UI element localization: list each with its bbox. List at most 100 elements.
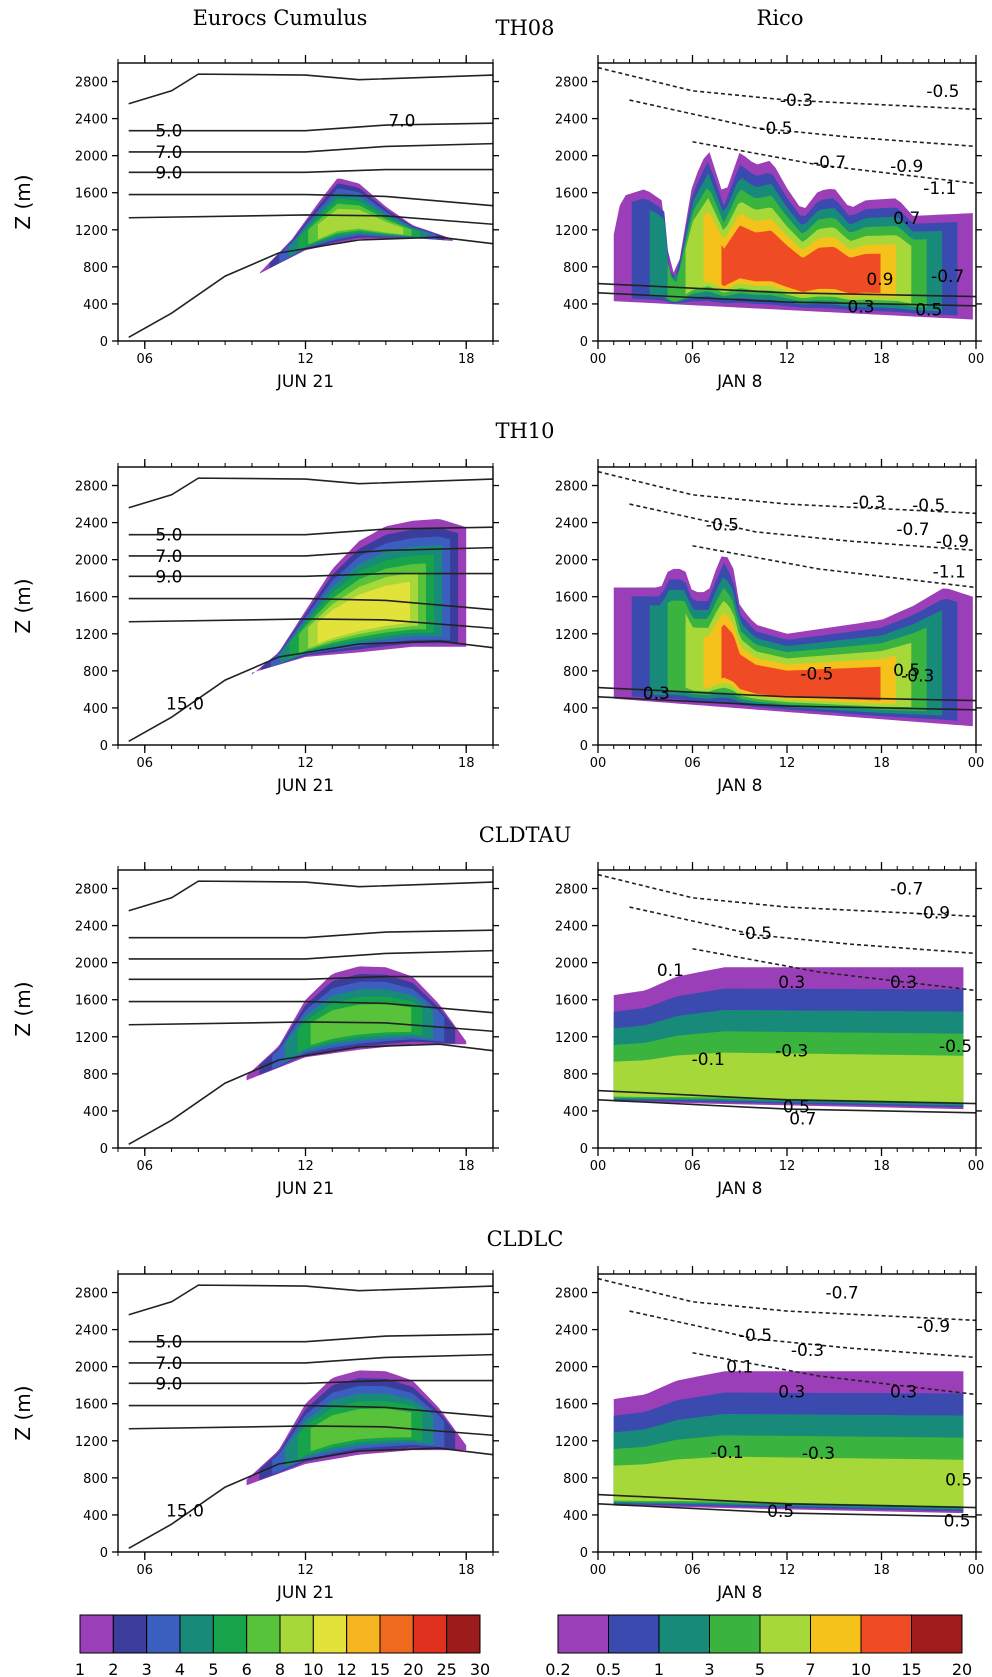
chart-panel-6: 5.07.09.0 15.0 0 400 800 1200 1600 2000 2400 2800…: [11, 1266, 499, 1603]
chart-panel-7: -0.7 -0.9 -0.5 -0.3 0.1 0.3 0.3 -0.1 -0.3 0.5 0.5 0…: [555, 1266, 984, 1603]
x-tick-label: 06: [684, 1563, 701, 1578]
colorbar-label: 3: [704, 1660, 714, 1677]
contour-label: -0.3: [775, 1042, 808, 1062]
contour-label: 5.0: [155, 1333, 182, 1353]
contour-label: 0.5: [783, 1097, 810, 1117]
contour-label: 7.0: [155, 143, 182, 163]
chart-panel-0: 5.07.09.07.00400800120016002000240028000…: [11, 55, 499, 392]
cloud-band-6: [721, 624, 881, 701]
cloud-band-7: [317, 581, 410, 644]
y-tick-label: 2800: [555, 76, 588, 91]
x-tick-label: 00: [590, 1563, 607, 1578]
contour-line: [128, 73, 493, 105]
contour-line: [629, 1310, 976, 1359]
y-tick-label: 2800: [75, 76, 108, 91]
contour-line: [128, 526, 493, 536]
colorbar-label: 20: [403, 1660, 423, 1677]
y-tick-label: 0: [580, 739, 588, 754]
colorbar-right: 0.2 0.5 1 3 5 7 10 15 20: [545, 1614, 972, 1677]
contour-line: [128, 168, 493, 174]
x-date-label: JUN 21: [276, 1179, 334, 1199]
y-tick-label: 1200: [555, 628, 588, 643]
contour-label: -0.5: [926, 82, 959, 102]
contour-line: [128, 1404, 493, 1418]
contour-line: [128, 597, 493, 611]
contour-line: [128, 1043, 493, 1145]
colorbar-cell: [279, 1614, 314, 1654]
y-tick-label: 1600: [555, 994, 588, 1009]
contour-label: -0.5: [939, 1037, 972, 1057]
contour-label: 9.0: [155, 163, 182, 183]
colorbar-label: 25: [436, 1660, 456, 1677]
chart-panel-2: 5.07.09.0 15.0 0 400 800 1200 1600 2000 2400 2800…: [11, 459, 499, 796]
contour-line: [128, 477, 493, 509]
contour-label: -0.5: [739, 1326, 772, 1346]
y-tick-label: 2400: [555, 517, 588, 532]
x-tick-label: 18: [458, 1159, 475, 1174]
x-date-label: JUN 21: [276, 776, 334, 796]
contour-label: -0.7: [826, 1284, 859, 1304]
plot-area: [598, 470, 976, 727]
x-tick-label: 12: [779, 352, 796, 367]
contour-label: -0.3: [802, 1444, 835, 1464]
contour-label: -0.7: [931, 267, 964, 287]
contour-line: [128, 1447, 493, 1549]
y-tick-label: 0: [580, 335, 588, 350]
contour-line: [598, 686, 976, 702]
y-tick-label: 800: [563, 1068, 588, 1083]
colorbar-label: 3: [142, 1660, 152, 1677]
colorbar-cell: [312, 1614, 348, 1654]
y-tick-label: 800: [83, 1472, 108, 1487]
y-axis-label: Z (m): [11, 174, 35, 229]
plot-area: [598, 66, 976, 320]
contour-line: [128, 572, 493, 578]
y-tick-label: 800: [563, 261, 588, 276]
y-tick-label: 400: [83, 1105, 108, 1120]
y-tick-label: 0: [100, 1142, 108, 1157]
colorbar-cell: [212, 1614, 248, 1654]
y-tick-label: 2400: [75, 517, 108, 532]
x-tick-label: 06: [137, 1159, 154, 1174]
y-tick-label: 1200: [75, 628, 108, 643]
colorbar-cell: [146, 1614, 181, 1654]
contour-label: 0.1: [657, 961, 684, 981]
x-tick-label: 06: [137, 1563, 154, 1578]
y-tick-label: 2400: [75, 1324, 108, 1339]
colorbar-label: 20: [952, 1660, 972, 1677]
y-tick-label: 2800: [555, 1287, 588, 1302]
contour-line: [128, 546, 493, 557]
contour-line: [128, 236, 493, 338]
plot-frame: [117, 62, 494, 342]
y-tick-label: 0: [580, 1546, 588, 1561]
row-title-th10: TH10: [495, 419, 555, 443]
contour-line: [598, 1493, 976, 1509]
x-tick-label: 18: [873, 352, 890, 367]
contour-label: -0.7: [813, 153, 846, 173]
y-tick-label: 1600: [75, 591, 108, 606]
contour-line: [128, 618, 493, 630]
y-tick-label: 1200: [75, 224, 108, 239]
contour-line: [128, 1000, 493, 1014]
y-tick-label: 0: [100, 1546, 108, 1561]
colorbar-cell: [412, 1614, 448, 1654]
colorbar-label: 6: [242, 1660, 252, 1677]
contour-label: 7.0: [155, 1354, 182, 1374]
y-tick-label: 1600: [555, 1398, 588, 1413]
contour-line: [128, 929, 493, 939]
plot-area: [128, 880, 493, 1145]
contour-label: -0.5: [912, 496, 945, 516]
y-tick-label: 2800: [75, 883, 108, 898]
colorbar-label: 8: [275, 1660, 285, 1677]
colorbar-cell: [379, 1614, 414, 1654]
contour-label: -0.9: [936, 532, 969, 552]
contour-line: [128, 975, 493, 981]
contour-label: -0.9: [917, 904, 950, 924]
contour-line: [598, 1277, 976, 1322]
y-tick-label: 2800: [555, 883, 588, 898]
contour-line: [128, 1425, 493, 1437]
row-title-cldlc: CLDLC: [486, 1227, 564, 1251]
y-tick-label: 1600: [75, 1398, 108, 1413]
y-tick-label: 800: [563, 1472, 588, 1487]
colorbar-label: 10: [303, 1660, 323, 1677]
colorbar-label: 4: [175, 1660, 185, 1677]
